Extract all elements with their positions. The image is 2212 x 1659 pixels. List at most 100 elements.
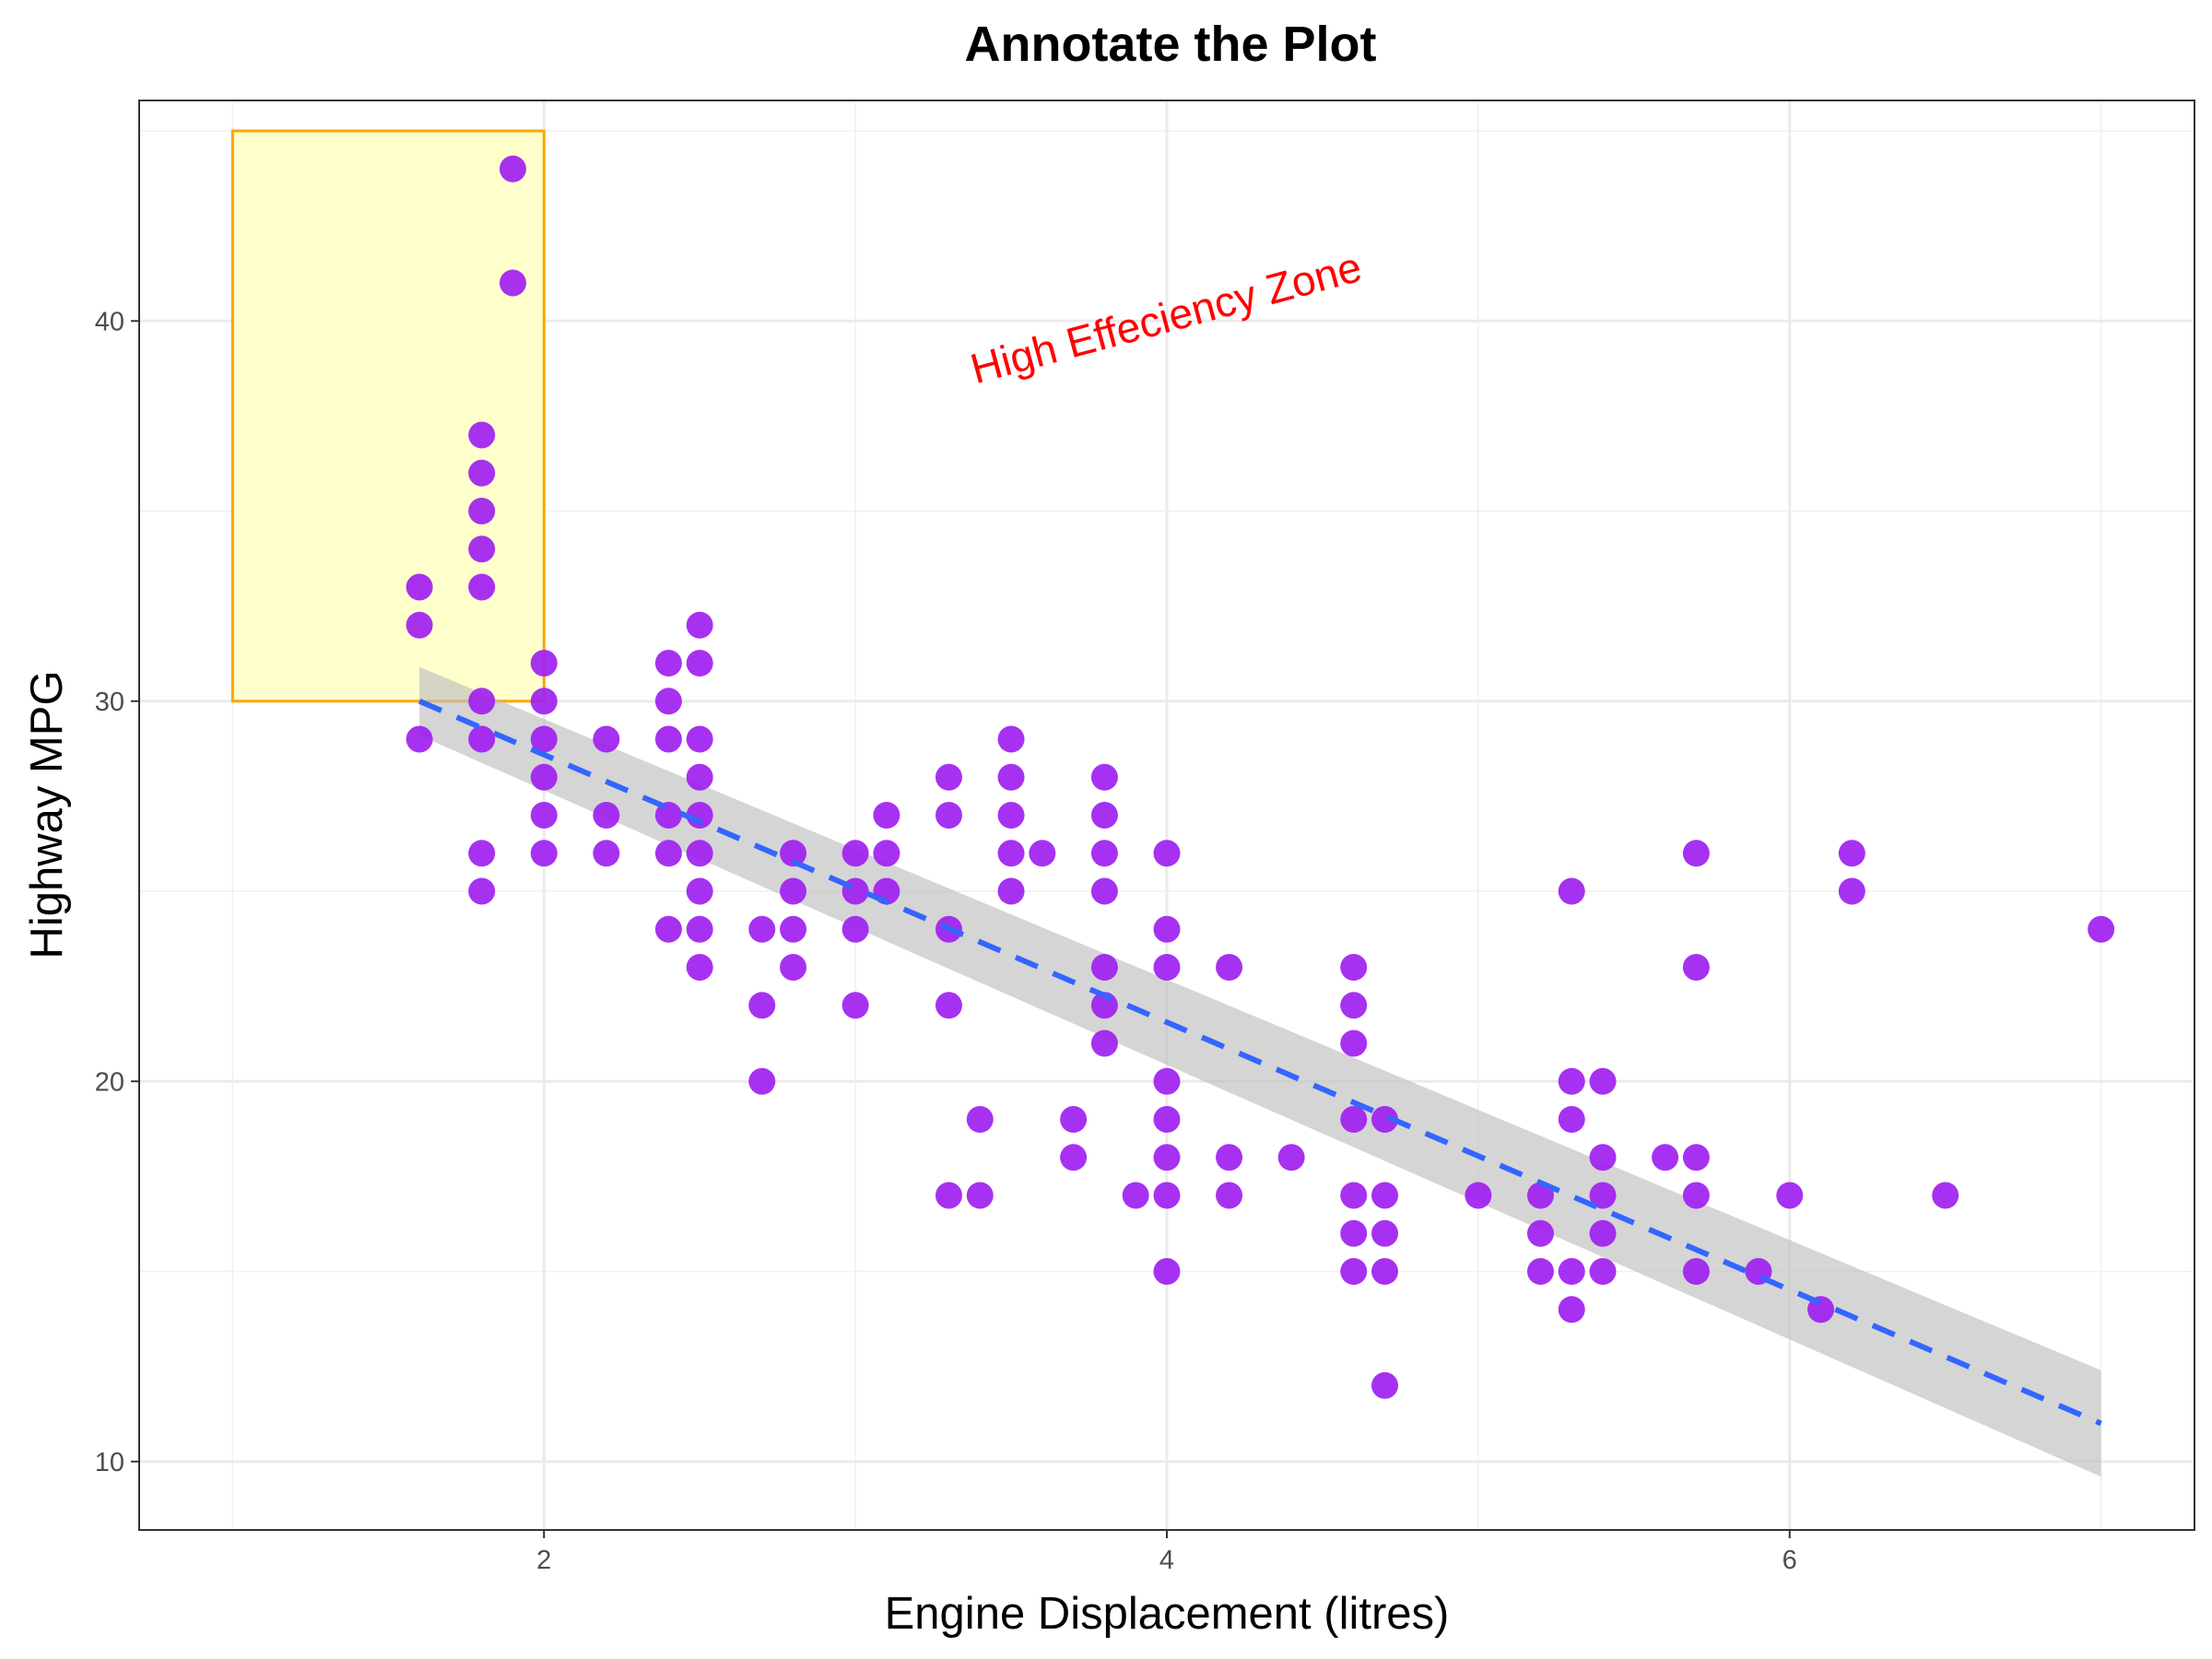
data-point xyxy=(1682,954,1710,981)
data-point xyxy=(1558,1296,1585,1324)
data-point xyxy=(499,155,526,182)
data-point xyxy=(1526,1219,1554,1247)
data-point xyxy=(1589,1258,1617,1285)
data-point xyxy=(1682,840,1710,867)
data-point xyxy=(1371,1219,1399,1247)
data-point xyxy=(997,840,1025,867)
y-tick-label: 40 xyxy=(95,307,124,336)
y-axis: 10 20 30 40 xyxy=(95,307,139,1477)
data-point xyxy=(1277,1144,1305,1171)
data-point xyxy=(530,650,558,677)
data-point xyxy=(1465,1182,1492,1209)
data-point xyxy=(530,802,558,829)
data-point xyxy=(1153,840,1181,867)
data-point xyxy=(1090,840,1118,867)
data-point xyxy=(1029,840,1056,867)
data-point xyxy=(686,611,713,639)
data-point xyxy=(935,763,962,791)
data-point xyxy=(468,459,496,487)
data-point xyxy=(1526,1258,1554,1285)
data-point xyxy=(1652,1144,1679,1171)
data-point xyxy=(1589,1182,1617,1209)
data-point xyxy=(1776,1182,1804,1209)
data-point xyxy=(1838,840,1865,867)
data-point xyxy=(748,915,776,943)
data-point xyxy=(1340,1258,1368,1285)
data-point xyxy=(780,877,807,905)
data-point xyxy=(468,421,496,449)
data-point xyxy=(654,802,682,829)
data-point xyxy=(748,1067,776,1095)
data-point xyxy=(686,840,713,867)
data-point xyxy=(1371,1258,1399,1285)
data-point xyxy=(1216,1182,1243,1209)
data-point xyxy=(654,725,682,753)
data-point xyxy=(406,725,433,753)
data-point xyxy=(468,877,496,905)
data-point xyxy=(2088,915,2115,943)
data-point xyxy=(686,802,713,829)
data-point xyxy=(935,992,962,1019)
data-point xyxy=(1558,1106,1585,1133)
data-point xyxy=(780,915,807,943)
data-point xyxy=(1340,992,1368,1019)
data-point xyxy=(686,877,713,905)
data-point xyxy=(1589,1219,1617,1247)
data-point xyxy=(997,763,1025,791)
data-point xyxy=(935,802,962,829)
data-point xyxy=(1090,1030,1118,1057)
data-point xyxy=(1153,954,1181,981)
x-tick-label: 2 xyxy=(536,1546,551,1575)
data-point xyxy=(593,802,620,829)
data-point xyxy=(873,840,900,867)
data-point xyxy=(499,269,526,297)
x-axis-title: Engine Displacement (litres) xyxy=(885,1589,1450,1639)
data-point xyxy=(1932,1182,1959,1209)
data-point xyxy=(748,992,776,1019)
data-point xyxy=(1340,1030,1368,1057)
data-point xyxy=(468,840,496,867)
high-efficiency-zone-rect xyxy=(230,129,546,703)
trend-confidence-band xyxy=(419,666,2101,1477)
data-point xyxy=(935,1182,962,1209)
data-point xyxy=(1526,1182,1554,1209)
data-point xyxy=(966,1106,994,1133)
x-tick-label: 4 xyxy=(1159,1546,1174,1575)
data-point xyxy=(654,840,682,867)
data-point xyxy=(1558,1258,1585,1285)
data-point xyxy=(530,688,558,715)
data-point xyxy=(1589,1144,1617,1171)
data-point xyxy=(654,650,682,677)
data-point xyxy=(1153,915,1181,943)
data-point xyxy=(1153,1258,1181,1285)
y-axis-title: Highway MPG xyxy=(22,670,72,959)
data-point xyxy=(468,688,496,715)
data-point xyxy=(654,688,682,715)
data-point xyxy=(1558,877,1585,905)
data-point xyxy=(997,725,1025,753)
data-point xyxy=(1153,1067,1181,1095)
data-point xyxy=(686,650,713,677)
data-point xyxy=(1090,954,1118,981)
data-point xyxy=(1122,1182,1149,1209)
data-point xyxy=(406,573,433,601)
data-point xyxy=(1371,1182,1399,1209)
data-point xyxy=(686,725,713,753)
data-point xyxy=(1682,1144,1710,1171)
trend-band-layer xyxy=(419,666,2101,1477)
data-point xyxy=(997,802,1025,829)
x-tick-label: 6 xyxy=(1783,1546,1797,1575)
data-point xyxy=(1340,1182,1368,1209)
data-point xyxy=(841,915,869,943)
data-point xyxy=(1216,954,1243,981)
data-point xyxy=(1153,1106,1181,1133)
data-point xyxy=(841,992,869,1019)
data-point xyxy=(654,915,682,943)
trend-line-layer xyxy=(418,698,2102,1427)
trend-line xyxy=(418,698,2102,1427)
data-point xyxy=(686,954,713,981)
data-point xyxy=(966,1182,994,1209)
data-point xyxy=(1216,1144,1243,1171)
data-point xyxy=(1589,1067,1617,1095)
